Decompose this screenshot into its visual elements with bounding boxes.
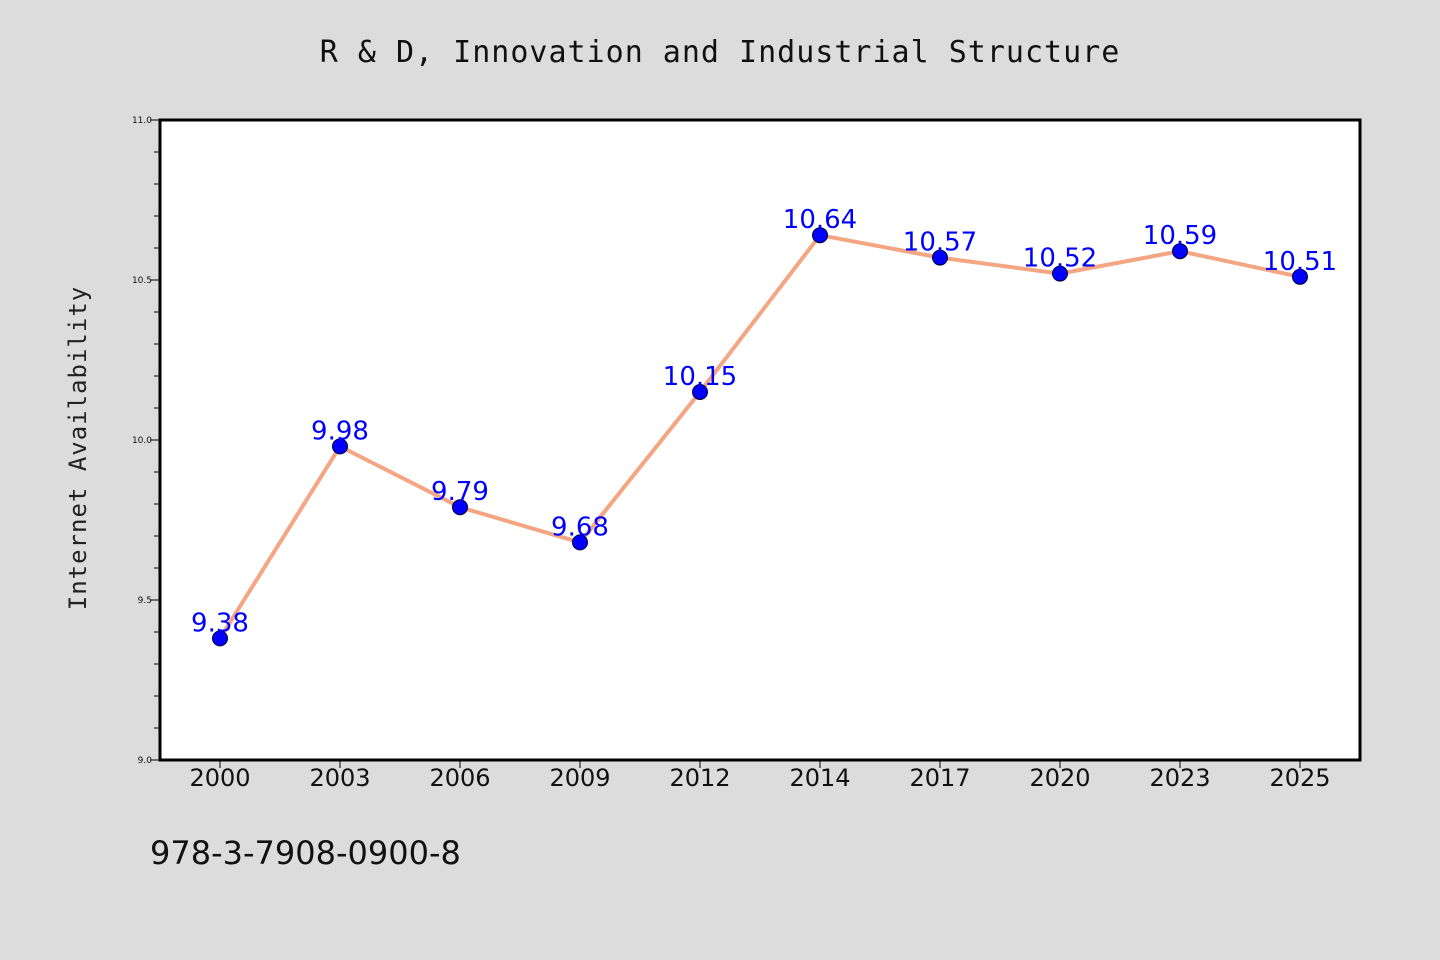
y-axis-ticks xyxy=(150,119,160,761)
data-point xyxy=(692,384,708,400)
data-point xyxy=(212,630,228,647)
series-line xyxy=(218,233,1302,641)
data-point xyxy=(932,249,948,266)
data-label: 10.51 xyxy=(1263,247,1337,277)
data-point xyxy=(812,227,828,244)
data-label: 10.59 xyxy=(1143,221,1217,251)
y-tick-label: 9.0 xyxy=(138,756,153,766)
data-labels: 9.38 9.98 9.79 9.68 10.15 10.64 10.57 10.52 10.5… xyxy=(191,205,1337,638)
y-axis-tick-labels: 9.0 9.5 10.0 10.5 11.0 xyxy=(132,116,152,766)
x-tick-label: 2003 xyxy=(309,764,370,792)
y-axis-label: Internet Availability xyxy=(64,286,92,610)
y-tick-label: 10.5 xyxy=(132,276,152,286)
x-tick-label: 2020 xyxy=(1029,764,1090,792)
chart-title: R & D, Innovation and Industrial Structu… xyxy=(320,35,1121,70)
x-tick-label: 2006 xyxy=(429,764,490,792)
x-tick-label: 2009 xyxy=(549,764,610,792)
x-tick-label: 2023 xyxy=(1149,764,1210,792)
x-tick-label: 2025 xyxy=(1269,764,1330,792)
data-label: 9.38 xyxy=(191,608,249,638)
data-label: 10.64 xyxy=(783,205,857,235)
data-point xyxy=(1052,265,1068,282)
data-point xyxy=(1292,268,1308,285)
x-tick-label: 2012 xyxy=(669,764,730,792)
series-line-group xyxy=(218,233,1302,641)
x-tick-label: 2000 xyxy=(189,764,250,792)
x-tick-label: 2017 xyxy=(909,764,970,792)
plot-area xyxy=(158,118,1362,762)
footer-isbn: 978-3-7908-0900-8 xyxy=(150,834,461,872)
data-point xyxy=(452,499,468,516)
data-point xyxy=(1172,243,1188,260)
x-tick-label: 2014 xyxy=(789,764,850,792)
data-label: 10.57 xyxy=(903,228,977,258)
x-axis-ticks xyxy=(219,760,1301,768)
x-axis-tick-labels: 2000 2003 2006 2009 2012 2014 2017 2020 2023 2025 xyxy=(189,764,1330,792)
data-points xyxy=(212,227,1308,647)
y-tick-label: 11.0 xyxy=(132,116,152,126)
data-label: 10.15 xyxy=(663,362,737,392)
data-label: 9.98 xyxy=(311,416,369,446)
data-point xyxy=(332,438,348,455)
data-label: 9.68 xyxy=(551,512,609,542)
data-label: 9.79 xyxy=(431,477,489,507)
y-tick-label: 10.0 xyxy=(132,436,152,446)
data-point xyxy=(572,534,588,551)
data-label: 10.52 xyxy=(1023,244,1097,274)
y-tick-label: 9.5 xyxy=(138,596,152,606)
